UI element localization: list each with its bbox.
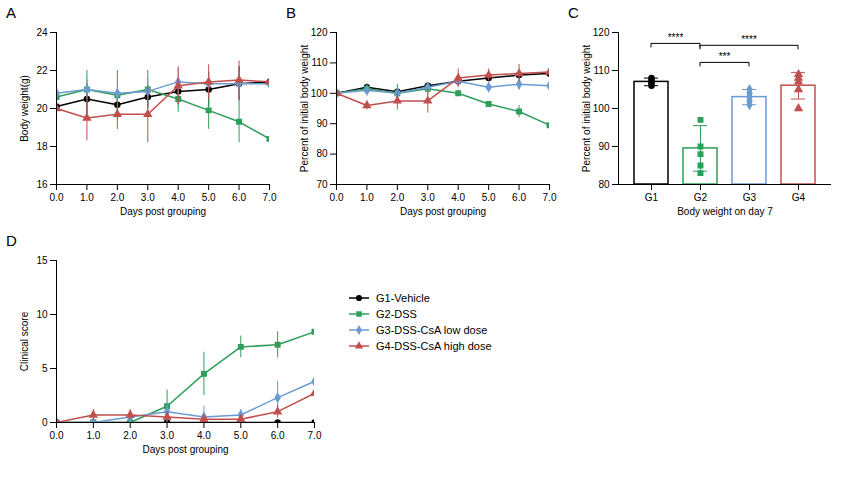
svg-text:G4: G4: [792, 192, 806, 203]
svg-text:120: 120: [311, 27, 328, 38]
svg-text:6.0: 6.0: [512, 192, 526, 203]
svg-text:18: 18: [36, 141, 48, 152]
svg-text:0.0: 0.0: [50, 192, 64, 203]
svg-text:Days post grouping: Days post grouping: [120, 206, 206, 217]
svg-text:****: ****: [741, 34, 757, 45]
svg-text:3.0: 3.0: [160, 430, 174, 441]
svg-text:110: 110: [594, 65, 610, 76]
svg-text:80: 80: [316, 148, 328, 159]
svg-text:G2: G2: [694, 192, 708, 203]
svg-text:0: 0: [42, 417, 48, 428]
svg-text:0.0: 0.0: [50, 430, 64, 441]
html-text:G1-Vehicle: G1-Vehicle: [376, 292, 430, 304]
svg-text:5.0: 5.0: [234, 430, 248, 441]
svg-text:4.0: 4.0: [171, 192, 185, 203]
svg-text:Days post grouping: Days post grouping: [400, 206, 486, 217]
svg-text:90: 90: [316, 118, 328, 129]
svg-text:15: 15: [36, 255, 48, 266]
html-text:D: D: [6, 232, 17, 249]
svg-text:Percent of initial body weight: Percent of initial body weight: [581, 45, 592, 173]
svg-text:0.0: 0.0: [330, 192, 344, 203]
svg-text:22: 22: [36, 65, 48, 76]
svg-text:4.0: 4.0: [451, 192, 465, 203]
svg-text:Clinical score: Clinical score: [19, 311, 30, 371]
svg-text:10: 10: [36, 309, 48, 320]
svg-text:7.0: 7.0: [308, 430, 322, 441]
html-text:G3-DSS-CsA low dose: G3-DSS-CsA low dose: [376, 324, 488, 336]
svg-text:Body weight on day 7: Body weight on day 7: [677, 206, 773, 217]
svg-text:7.0: 7.0: [543, 192, 557, 203]
svg-text:1.0: 1.0: [86, 430, 100, 441]
svg-text:Body weight(g): Body weight(g): [19, 75, 30, 142]
svg-text:7.0: 7.0: [263, 192, 277, 203]
svg-text:5.0: 5.0: [482, 192, 496, 203]
svg-text:2.0: 2.0: [390, 192, 404, 203]
svg-text:5.0: 5.0: [202, 192, 216, 203]
svg-text:3.0: 3.0: [421, 192, 435, 203]
svg-text:4.0: 4.0: [197, 430, 211, 441]
svg-text:1.0: 1.0: [80, 192, 94, 203]
svg-text:80: 80: [598, 179, 610, 190]
svg-text:1.0: 1.0: [360, 192, 374, 203]
svg-text:****: ****: [668, 32, 684, 43]
svg-text:Days post grouping: Days post grouping: [142, 444, 228, 455]
svg-text:3.0: 3.0: [141, 192, 155, 203]
svg-text:100: 100: [311, 88, 328, 99]
svg-text:20: 20: [36, 103, 48, 114]
svg-text:G3: G3: [743, 192, 757, 203]
svg-text:16: 16: [36, 179, 48, 190]
html-text:G2-DSS: G2-DSS: [376, 308, 417, 320]
svg-text:90: 90: [598, 141, 610, 152]
svg-text:6.0: 6.0: [232, 192, 246, 203]
svg-text:120: 120: [593, 27, 610, 38]
svg-text:6.0: 6.0: [271, 430, 285, 441]
svg-text:24: 24: [36, 27, 48, 38]
svg-text:Percent of initial body weight: Percent of initial body weight: [299, 45, 310, 173]
html-text:G4-DSS-CsA high dose: G4-DSS-CsA high dose: [376, 340, 492, 352]
html-text:A: A: [6, 4, 16, 21]
svg-text:100: 100: [593, 103, 610, 114]
svg-text:5: 5: [42, 363, 48, 374]
svg-text:***: ***: [719, 51, 731, 62]
html-text:B: B: [286, 4, 296, 21]
svg-text:2.0: 2.0: [110, 192, 124, 203]
svg-text:110: 110: [312, 57, 328, 68]
svg-text:G1: G1: [645, 192, 659, 203]
html-text:C: C: [568, 4, 579, 21]
svg-text:70: 70: [316, 179, 328, 190]
svg-text:2.0: 2.0: [123, 430, 137, 441]
